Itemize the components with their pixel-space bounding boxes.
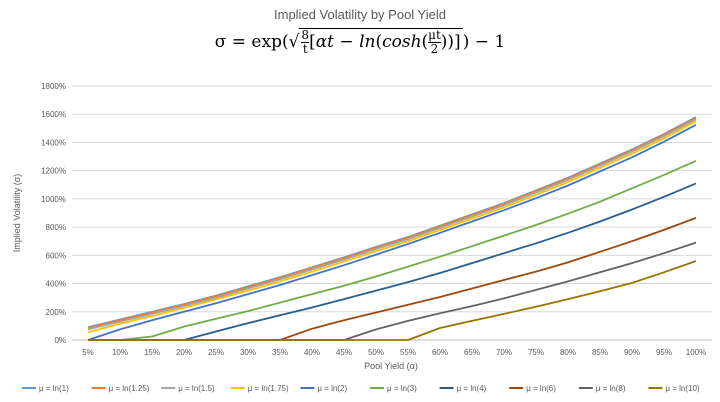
x-tick-label: 25% [208, 348, 224, 357]
series-line [87, 124, 697, 341]
legend-entry: μ = ln(4) [457, 384, 487, 393]
series-line [87, 120, 697, 334]
formula-tail: − 1 [474, 32, 506, 52]
legend-entry: μ = ln(1.5) [178, 384, 215, 393]
x-tick-label: 90% [624, 348, 640, 357]
y-tick-label: 1200% [41, 167, 66, 176]
formula: σ = exp(√ 8 t [αt − ln(cosh(μt 2))]) − 1 [214, 28, 506, 56]
y-tick-label: 1600% [41, 110, 66, 119]
x-tick-label: 15% [144, 348, 160, 357]
x-tick-label: 80% [560, 348, 576, 357]
formula-inner-den: 2 [430, 42, 439, 56]
x-tick-label: 10% [112, 348, 128, 357]
series-line [88, 217, 697, 341]
legend-entry: μ = ln(8) [596, 384, 626, 393]
series-line [88, 260, 697, 341]
formula-inner-fraction: μt 2 [428, 29, 441, 56]
gridlines [72, 85, 712, 341]
chart-title: Implied Volatility by Pool Yield [274, 7, 446, 22]
legend-entry: μ = ln(1) [39, 384, 69, 393]
formula-frac-den: t [302, 42, 308, 56]
y-tick-label: 800% [46, 223, 66, 232]
legend-entry: μ = ln(10) [665, 384, 700, 393]
formula-cosh: cosh [382, 32, 422, 52]
x-tick-label: 60% [432, 348, 448, 357]
legend-entry: μ = ln(2) [317, 384, 347, 393]
x-tick-label: 70% [496, 348, 512, 357]
legend-entry: μ = ln(6) [526, 384, 556, 393]
y-tick-label: 200% [46, 308, 66, 317]
series-line [88, 182, 697, 341]
y-axis-label: Implied Volatility (σ) [12, 174, 22, 253]
series-line [87, 116, 697, 329]
x-axis-ticks: 5% 10% 15% 20% 25% 30% 35% 40% 45% 50% 55% 60% 65% 70… [82, 348, 706, 357]
y-axis-ticks: 0% 200% 400% 600% 800% 1000% 1200% 1400% 1600% 18… [41, 82, 66, 345]
series-line [88, 159, 697, 341]
x-axis-label: Pool Yield (α) [364, 361, 418, 371]
x-tick-label: 20% [176, 348, 192, 357]
y-tick-label: 1400% [41, 138, 66, 147]
formula-radical: 8 t [αt − ln(cosh(μt 2))] [299, 28, 463, 56]
series-lines [87, 116, 697, 341]
legend-entry: μ = ln(1.25) [109, 384, 150, 393]
formula-inner-num: μt [428, 28, 441, 43]
x-tick-label: 45% [336, 348, 352, 357]
y-tick-label: 1800% [41, 82, 66, 91]
legend-entry: μ = ln(1.75) [248, 384, 289, 393]
formula-frac-num: 8 [301, 28, 310, 43]
y-tick-label: 600% [46, 251, 66, 260]
x-tick-label: 95% [656, 348, 672, 357]
y-tick-label: 400% [46, 280, 66, 289]
series-line [88, 241, 697, 341]
series-line [87, 117, 697, 329]
x-tick-label: 30% [240, 348, 256, 357]
x-tick-label: 100% [686, 348, 706, 357]
formula-lhs: σ = exp [214, 32, 282, 52]
y-tick-label: 0% [54, 336, 66, 345]
x-tick-label: 5% [82, 348, 94, 357]
y-tick-label: 1000% [41, 195, 66, 204]
x-tick-label: 65% [464, 348, 480, 357]
legend: μ = ln(1) μ = ln(1.25) μ = ln(1.5) μ = ln(1… [22, 384, 700, 393]
formula-body: αt − ln [315, 32, 376, 52]
x-tick-label: 40% [304, 348, 320, 357]
x-tick-label: 50% [368, 348, 384, 357]
x-tick-label: 85% [592, 348, 608, 357]
x-tick-label: 55% [400, 348, 416, 357]
x-tick-label: 35% [272, 348, 288, 357]
series-line [87, 118, 697, 331]
x-tick-label: 75% [528, 348, 544, 357]
legend-entry: μ = ln(3) [387, 384, 417, 393]
